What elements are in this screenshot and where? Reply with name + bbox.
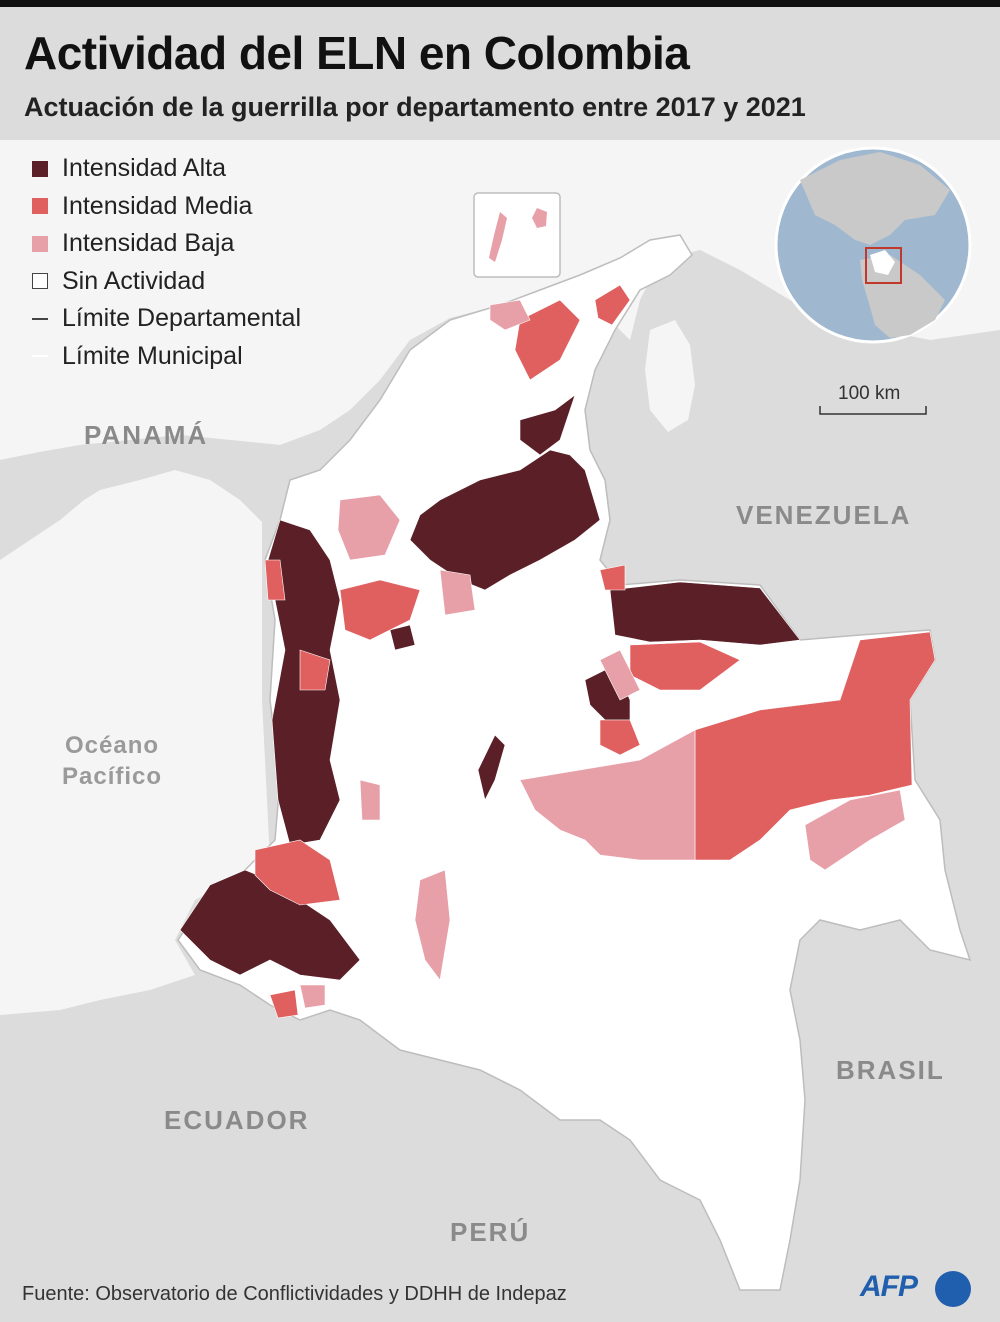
- legend-swatch-sin-actividad: [32, 273, 48, 290]
- afp-logo: AFP: [860, 1270, 918, 1303]
- legend-item-limite-municipal: Límite Municipal: [32, 338, 301, 376]
- panama-land: [0, 435, 300, 560]
- legend-line-departamental: [32, 317, 48, 320]
- legend-swatch-alta: [32, 160, 48, 177]
- scale-bar: [819, 406, 927, 415]
- legend-item-sin-actividad: Sin Actividad: [32, 263, 301, 301]
- label-panama: PANAMÁ: [84, 420, 209, 450]
- label-ecuador: ECUADOR: [164, 1105, 310, 1135]
- legend-swatch-media: [32, 198, 48, 215]
- label-peru: PERÚ: [450, 1217, 531, 1247]
- legend-item-media: Intensidad Media: [32, 188, 301, 226]
- legend-label-limite-municipal: Límite Municipal: [62, 341, 243, 370]
- page-subtitle: Actuación de la guerrilla por departamen…: [24, 92, 806, 122]
- globe-inset: [774, 146, 972, 344]
- legend-label-limite-departamental: Límite Departamental: [62, 304, 302, 333]
- scale-label: 100 km: [838, 383, 901, 404]
- legend-item-alta: Intensidad Alta: [32, 150, 301, 188]
- regions-baja: [299, 299, 906, 1009]
- legend-line-municipal: [32, 355, 48, 358]
- caribbean-sea: [0, 140, 1000, 460]
- regions-media: [254, 284, 936, 1019]
- san-andres-island: [489, 212, 507, 262]
- legend-item-limite-departamental: Límite Departamental: [32, 300, 301, 338]
- legend-label-sin-actividad: Sin Actividad: [62, 266, 206, 295]
- page-title: Actividad del ELN en Colombia: [24, 27, 690, 79]
- top-rule: [0, 0, 1000, 7]
- label-ocean-line2: Pacífico: [62, 763, 163, 790]
- lake-maracaibo: [645, 320, 695, 432]
- legend-item-baja: Intensidad Baja: [32, 225, 301, 263]
- san-andres-inset: [473, 192, 561, 278]
- providencia-island: [532, 208, 547, 228]
- legend-label-alta: Intensidad Alta: [62, 154, 227, 183]
- legend-label-media: Intensidad Media: [62, 191, 253, 220]
- pacific-ocean: [0, 455, 270, 1015]
- afp-logo-dot: [935, 1271, 971, 1307]
- label-ocean-line1: Océano: [65, 732, 160, 759]
- source-credit: Fuente: Observatorio de Conflictividades…: [22, 1283, 567, 1305]
- legend-swatch-baja: [32, 235, 48, 252]
- legend-label-baja: Intensidad Baja: [62, 229, 235, 258]
- label-ocean: Océano Pacífico: [62, 730, 162, 792]
- legend: Intensidad Alta Intensidad Media Intensi…: [32, 150, 301, 375]
- label-venezuela: VENEZUELA: [736, 500, 912, 530]
- label-brasil: BRASIL: [836, 1055, 945, 1085]
